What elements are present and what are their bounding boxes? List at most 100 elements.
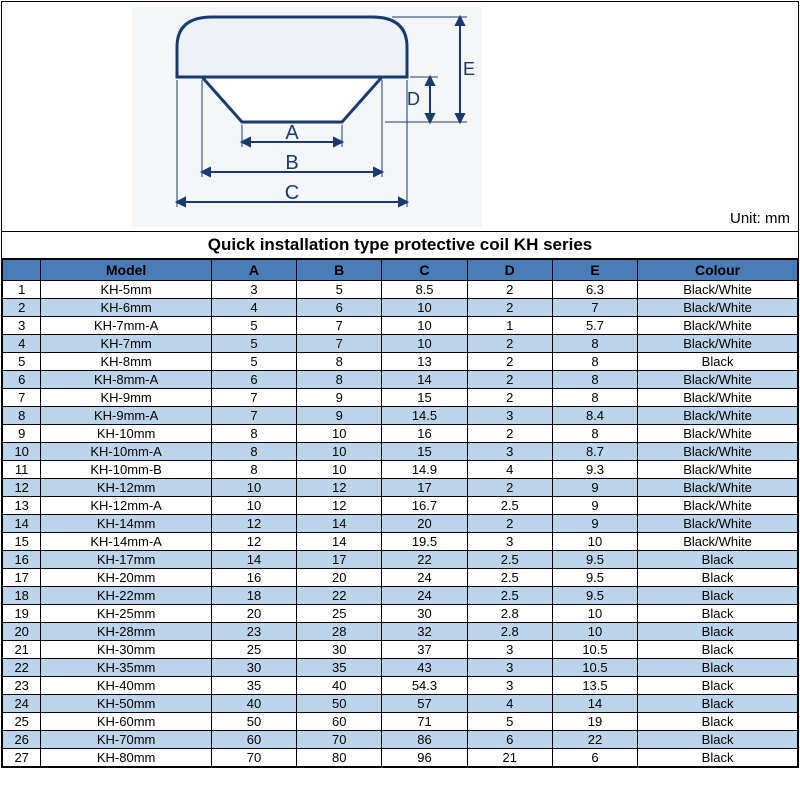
header-B: B <box>297 260 382 281</box>
cell-B: 60 <box>297 713 382 731</box>
cell-D: 2 <box>467 335 552 353</box>
cell-idx: 27 <box>3 749 41 767</box>
table-row: 15KH-14mm-A121419.5310Black/White <box>3 533 798 551</box>
cell-A: 16 <box>211 569 296 587</box>
cell-colour: Black <box>638 353 798 371</box>
cell-model: KH-17mm <box>41 551 212 569</box>
table-row: 23KH-40mm354054.3313.5Black <box>3 677 798 695</box>
cell-colour: Black/White <box>638 479 798 497</box>
cell-model: KH-12mm <box>41 479 212 497</box>
cell-C: 86 <box>382 731 467 749</box>
cell-E: 9 <box>552 515 637 533</box>
cell-idx: 10 <box>3 443 41 461</box>
cell-idx: 1 <box>3 281 41 299</box>
cell-idx: 15 <box>3 533 41 551</box>
cell-idx: 16 <box>3 551 41 569</box>
cell-idx: 18 <box>3 587 41 605</box>
cell-C: 30 <box>382 605 467 623</box>
cell-C: 71 <box>382 713 467 731</box>
cell-model: KH-9mm-A <box>41 407 212 425</box>
cell-colour: Black/White <box>638 407 798 425</box>
cell-D: 2.5 <box>467 551 552 569</box>
cell-B: 30 <box>297 641 382 659</box>
cell-idx: 5 <box>3 353 41 371</box>
cell-model: KH-70mm <box>41 731 212 749</box>
cell-D: 4 <box>467 695 552 713</box>
cell-idx: 11 <box>3 461 41 479</box>
cell-A: 12 <box>211 515 296 533</box>
cell-A: 10 <box>211 479 296 497</box>
cell-A: 7 <box>211 407 296 425</box>
cell-model: KH-80mm <box>41 749 212 767</box>
table-row: 2KH-6mm461027Black/White <box>3 299 798 317</box>
cell-idx: 21 <box>3 641 41 659</box>
cell-colour: Black <box>638 749 798 767</box>
header-row: Model A B C D E Colour <box>3 260 798 281</box>
cell-B: 14 <box>297 515 382 533</box>
cell-D: 2 <box>467 281 552 299</box>
cell-model: KH-7mm-A <box>41 317 212 335</box>
cell-C: 17 <box>382 479 467 497</box>
table-row: 3KH-7mm-A571015.7Black/White <box>3 317 798 335</box>
cell-idx: 9 <box>3 425 41 443</box>
cell-D: 6 <box>467 731 552 749</box>
cell-D: 2 <box>467 425 552 443</box>
cell-E: 8 <box>552 353 637 371</box>
header-blank <box>3 260 41 281</box>
cell-model: KH-30mm <box>41 641 212 659</box>
table-row: 14KH-14mm12142029Black/White <box>3 515 798 533</box>
cell-C: 16 <box>382 425 467 443</box>
cell-colour: Black <box>638 641 798 659</box>
cell-D: 2 <box>467 479 552 497</box>
cell-D: 2.5 <box>467 569 552 587</box>
cell-D: 21 <box>467 749 552 767</box>
cell-C: 19.5 <box>382 533 467 551</box>
cell-colour: Black <box>638 731 798 749</box>
cell-colour: Black/White <box>638 335 798 353</box>
dim-label-E: E <box>463 59 475 79</box>
cell-A: 8 <box>211 461 296 479</box>
table-row: 11KH-10mm-B81014.949.3Black/White <box>3 461 798 479</box>
cell-C: 14.9 <box>382 461 467 479</box>
cell-B: 6 <box>297 299 382 317</box>
table-row: 6KH-8mm-A681428Black/White <box>3 371 798 389</box>
cell-colour: Black <box>638 605 798 623</box>
cell-idx: 13 <box>3 497 41 515</box>
table-row: 12KH-12mm10121729Black/White <box>3 479 798 497</box>
cell-colour: Black/White <box>638 281 798 299</box>
cell-B: 8 <box>297 353 382 371</box>
cell-idx: 26 <box>3 731 41 749</box>
page-container: A B C <box>1 1 799 768</box>
cell-idx: 22 <box>3 659 41 677</box>
cell-D: 3 <box>467 659 552 677</box>
cell-colour: Black/White <box>638 443 798 461</box>
table-row: 8KH-9mm-A7914.538.4Black/White <box>3 407 798 425</box>
cell-model: KH-22mm <box>41 587 212 605</box>
cell-idx: 24 <box>3 695 41 713</box>
cell-B: 9 <box>297 407 382 425</box>
cell-E: 10 <box>552 605 637 623</box>
header-E: E <box>552 260 637 281</box>
cell-E: 10 <box>552 533 637 551</box>
cell-idx: 2 <box>3 299 41 317</box>
table-row: 16KH-17mm1417222.59.5Black <box>3 551 798 569</box>
dim-label-D: D <box>407 89 420 109</box>
diagram-area: A B C <box>2 2 798 232</box>
cell-E: 6.3 <box>552 281 637 299</box>
cell-C: 96 <box>382 749 467 767</box>
cell-D: 5 <box>467 713 552 731</box>
cell-E: 9.5 <box>552 551 637 569</box>
table-row: 9KH-10mm8101628Black/White <box>3 425 798 443</box>
cell-model: KH-8mm <box>41 353 212 371</box>
table-row: 24KH-50mm405057414Black <box>3 695 798 713</box>
cell-B: 7 <box>297 317 382 335</box>
cell-B: 50 <box>297 695 382 713</box>
unit-label: Unit: mm <box>730 210 790 227</box>
cell-C: 15 <box>382 389 467 407</box>
cell-D: 1 <box>467 317 552 335</box>
cell-E: 8 <box>552 389 637 407</box>
cell-D: 3 <box>467 533 552 551</box>
cell-B: 5 <box>297 281 382 299</box>
cell-model: KH-50mm <box>41 695 212 713</box>
cell-A: 60 <box>211 731 296 749</box>
